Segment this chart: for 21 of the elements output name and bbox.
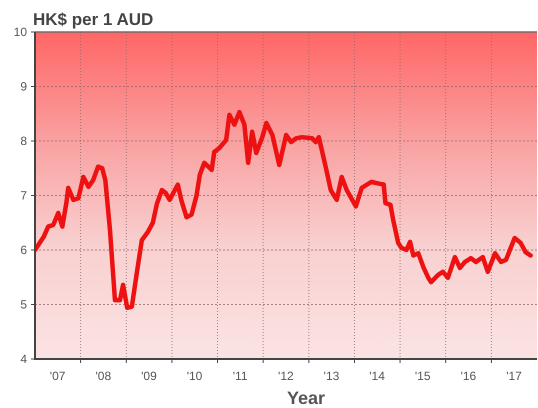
- x-tick-label: '07: [50, 369, 66, 383]
- y-tick-label: 6: [20, 243, 28, 258]
- x-tick-label: '11: [232, 369, 248, 383]
- x-tick-label: '13: [324, 369, 340, 383]
- x-tick-label: '14: [369, 369, 386, 383]
- y-tick-label: 9: [20, 80, 28, 94]
- x-tick-label: '10: [186, 369, 203, 383]
- y-tick-label: 7: [20, 188, 28, 203]
- x-tick-label: '15: [414, 369, 431, 383]
- line-series: [35, 110, 533, 310]
- x-tick-label: '16: [460, 369, 477, 383]
- y-tick-label: 8: [20, 134, 28, 148]
- x-tick-label: '17: [506, 369, 522, 383]
- y-tick-label: 4: [20, 352, 28, 366]
- x-tick-label: '08: [96, 369, 112, 383]
- y-tick-label: 5: [20, 298, 28, 312]
- x-tick-label: '09: [141, 369, 158, 383]
- x-tick-label: '12: [278, 369, 294, 383]
- x-axis-title: Year: [286, 388, 326, 408]
- chart-title: HK$ per 1 AUD: [33, 10, 154, 29]
- y-tick-label: 10: [14, 25, 28, 40]
